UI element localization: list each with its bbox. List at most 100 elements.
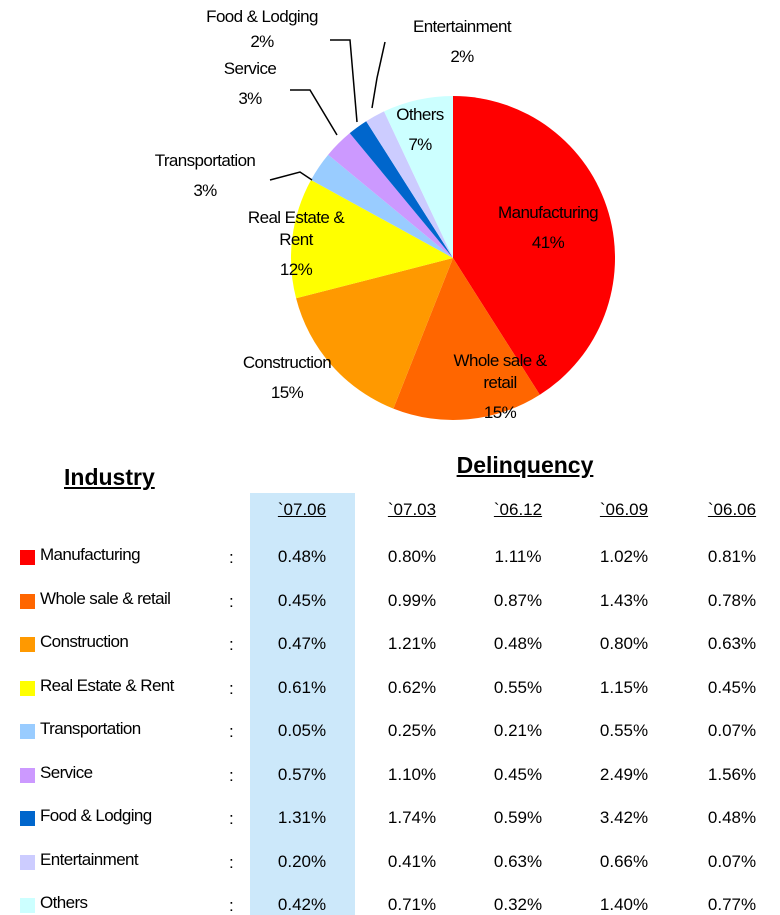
slice-percent: 7%: [408, 135, 432, 154]
industry-name: Construction: [40, 632, 129, 651]
table-cell: 0.07%: [707, 851, 757, 871]
separator: :: [229, 548, 234, 567]
table-cell: 0.07%: [707, 721, 757, 740]
table-cell: 0.63%: [493, 851, 543, 871]
table-cell: 1.56%: [707, 764, 757, 784]
column-header: `07.06: [277, 500, 327, 519]
table-cell: 0.45%: [707, 677, 757, 697]
industry-name: Real Estate & Rent: [40, 675, 174, 695]
industry-name: Whole sale & retail: [40, 588, 171, 608]
table-cell: 0.05%: [277, 721, 327, 740]
industry-name: Food & Lodging: [40, 806, 152, 825]
industry-name: Service: [40, 762, 93, 782]
slice-percent: 3%: [238, 89, 262, 108]
slice-percent: 3%: [193, 181, 217, 200]
column-header: `06.12: [493, 500, 543, 519]
pie-slice: [366, 111, 453, 258]
slice-percent: 15%: [270, 383, 304, 402]
separator: :: [229, 591, 234, 611]
table-cell: 0.87%: [493, 590, 543, 610]
slice-label: Whole sale & retail 15%: [440, 350, 560, 424]
slice-percent: 12%: [279, 260, 313, 279]
table-cell: 1.11%: [494, 547, 542, 566]
pie-slice: [328, 133, 453, 258]
table-cell: 0.81%: [707, 547, 757, 566]
slice-label: Manufacturing 41%: [473, 202, 623, 254]
table-cell: 0.48%: [277, 547, 327, 566]
column-header: `06.09: [599, 500, 649, 519]
industry-name: Manufacturing: [40, 545, 141, 564]
column-header: `06.06: [707, 500, 757, 519]
slice-name: Real Estate & Rent: [247, 208, 345, 249]
table-cell: 0.57%: [277, 764, 327, 784]
slice-name: Manufacturing: [498, 203, 599, 222]
table-cell: 1.31%: [277, 808, 327, 827]
leader-line: [290, 89, 338, 136]
table-cell: 0.48%: [493, 634, 543, 653]
table-cell: 0.20%: [277, 851, 327, 871]
table-cell: 1.43%: [599, 590, 649, 610]
table-cell: 3.42%: [599, 808, 649, 827]
table-cell: 0.45%: [277, 590, 327, 610]
pie-slice: [349, 121, 453, 259]
separator: :: [229, 635, 234, 654]
table-cell: 0.25%: [387, 721, 437, 740]
table-cell: 0.71%: [387, 895, 437, 914]
separator: :: [229, 765, 234, 785]
table-cell: 1.15%: [599, 677, 649, 697]
table-cell: 0.66%: [599, 851, 649, 871]
slice-label: Others 7%: [380, 104, 460, 156]
industry-header: Industry: [64, 464, 155, 490]
table-cell: 0.32%: [493, 895, 543, 914]
slice-name: Others: [396, 105, 444, 124]
table-cell: 1.02%: [599, 547, 649, 566]
table-cell: 0.62%: [387, 677, 437, 697]
industry-name: Others: [40, 893, 88, 912]
table-cell: 0.61%: [277, 677, 327, 697]
industry-name: Entertainment: [40, 849, 139, 869]
table-cell: 0.55%: [493, 677, 543, 697]
table-cell: 0.59%: [493, 808, 543, 827]
slice-name: Transportation: [154, 151, 256, 170]
separator: :: [229, 852, 234, 872]
legend-swatch: [20, 767, 35, 783]
slice-name: Whole sale & retail: [453, 351, 548, 392]
legend-swatch: [20, 680, 35, 696]
legend-swatch: [20, 550, 35, 565]
table-cell: 2.49%: [599, 764, 649, 784]
leader-line: [269, 171, 313, 181]
legend-swatch: [20, 898, 35, 913]
legend-swatch: [20, 637, 35, 652]
slice-name: Food & Lodging: [206, 7, 318, 26]
table-cell: 0.77%: [707, 895, 757, 914]
table-cell: 0.45%: [493, 764, 543, 784]
delinquency-header: Delinquency: [456, 452, 594, 478]
slice-label: Construction 15%: [217, 352, 357, 404]
highlight-column: [250, 493, 355, 915]
leader-line: [371, 41, 386, 109]
table-cell: 0.78%: [707, 590, 757, 610]
table-cell: 1.74%: [387, 808, 437, 827]
slice-percent: 41%: [531, 233, 565, 252]
slice-label: Food & Lodging 2%: [182, 6, 342, 53]
industry-name: Transportation: [40, 719, 141, 738]
table-cell: 0.80%: [599, 634, 649, 653]
separator: :: [229, 809, 234, 828]
slice-percent: 15%: [483, 403, 517, 422]
table-cell: 0.41%: [387, 851, 437, 871]
legend-swatch: [20, 854, 35, 870]
slice-label: Real Estate & Rent 12%: [241, 207, 351, 281]
legend-swatch: [20, 593, 35, 609]
separator: :: [229, 722, 234, 741]
slice-label: Service 3%: [190, 58, 310, 110]
separator: :: [229, 678, 234, 698]
table-cell: 0.99%: [387, 590, 437, 610]
slice-percent: 2%: [250, 32, 274, 51]
table-cell: 0.48%: [707, 808, 757, 827]
table-cell: 1.10%: [387, 764, 437, 784]
table-cell: 1.40%: [599, 895, 649, 914]
slice-name: Service: [223, 59, 277, 78]
pie-slice: [393, 258, 540, 420]
